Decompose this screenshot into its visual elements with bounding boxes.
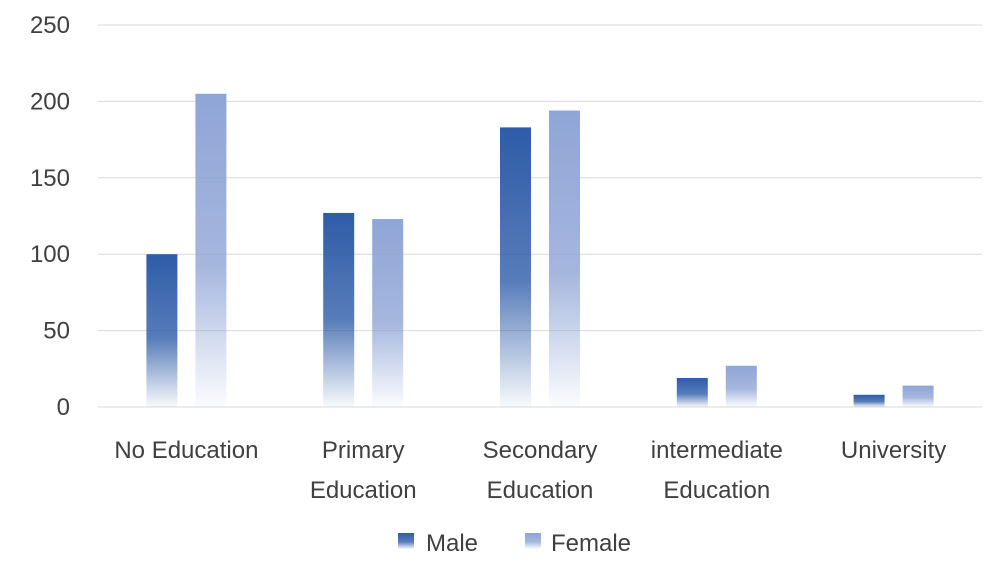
x-category-label: No Education xyxy=(114,437,258,464)
gridlines xyxy=(98,24,982,408)
legend-swatch-female xyxy=(525,533,541,549)
y-axis-tick-labels: 0 50 100 150 200 250 xyxy=(30,12,70,421)
x-category-label: intermediate xyxy=(651,437,783,464)
y-tick-label: 50 xyxy=(43,318,70,345)
x-category-label: Primary xyxy=(322,437,405,464)
x-category-label: Education xyxy=(663,477,770,504)
bar-male-3 xyxy=(676,377,708,407)
x-category-label: Secondary xyxy=(483,437,598,464)
legend-label-male: Male xyxy=(426,530,478,557)
bar-female-2 xyxy=(549,110,580,408)
bars xyxy=(146,93,934,408)
legend-label-female: Female xyxy=(551,530,631,557)
y-tick-label: 150 xyxy=(30,165,70,192)
legend: Male Female xyxy=(398,530,631,557)
y-tick-label: 250 xyxy=(30,12,70,39)
y-tick-label: 0 xyxy=(57,394,70,421)
bar-male-4 xyxy=(853,394,885,407)
legend-swatch-male xyxy=(398,533,414,549)
bar-male-1 xyxy=(323,212,355,407)
bar-male-2 xyxy=(500,127,531,407)
bar-male-0 xyxy=(146,254,178,407)
y-tick-label: 200 xyxy=(30,88,70,115)
bar-female-0 xyxy=(195,93,227,407)
x-axis-category-labels: No Education Primary Education Secondary Edu… xyxy=(114,437,946,504)
x-category-label: Education xyxy=(310,477,417,504)
bar-female-3 xyxy=(725,365,757,407)
y-tick-label: 100 xyxy=(30,241,70,268)
bar-female-1 xyxy=(372,219,404,407)
bar-female-4 xyxy=(902,385,934,407)
x-category-label: Education xyxy=(487,477,594,504)
x-category-label: University xyxy=(841,437,946,464)
